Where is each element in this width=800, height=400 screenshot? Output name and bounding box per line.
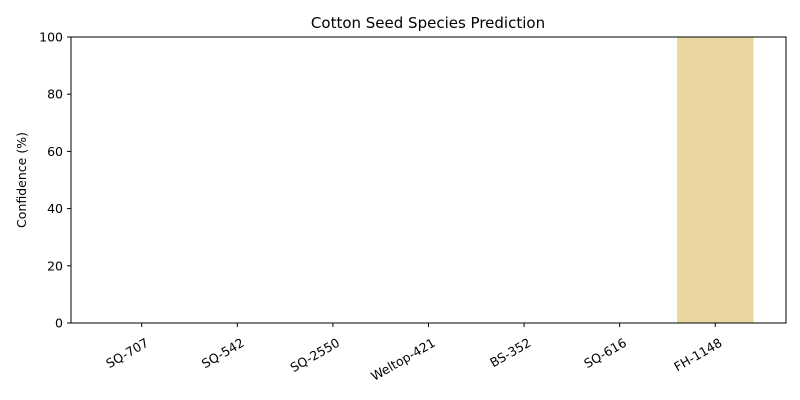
y-tick-label: 80 <box>47 87 63 102</box>
y-tick-label: 20 <box>47 258 63 273</box>
x-tick-label-fh-1148: FH-1148 <box>671 335 724 374</box>
x-tick-label-sq-616: SQ-616 <box>581 335 629 371</box>
x-tick-label-bs-352: BS-352 <box>487 335 533 370</box>
bars-layer <box>677 37 754 323</box>
y-tick-label: 40 <box>47 201 63 216</box>
x-tick-label-sq-2550: SQ-2550 <box>288 335 343 375</box>
y-tick-label: 60 <box>47 144 63 159</box>
y-axis-title: Confidence (%) <box>14 132 29 228</box>
y-axis: 0 20 40 60 80 100 <box>39 30 71 331</box>
x-tick-label-weltop-421: Weltop-421 <box>368 335 438 384</box>
x-axis: SQ-707 SQ-542 SQ-2550 Weltop-421 BS-352 SQ-61… <box>103 323 725 384</box>
chart-title: Cotton Seed Species Prediction <box>311 14 545 32</box>
x-tick-label-sq-707: SQ-707 <box>103 335 151 371</box>
y-tick-label: 100 <box>39 30 63 45</box>
plot-frame <box>70 36 787 324</box>
y-tick-label: 0 <box>55 316 63 331</box>
x-tick-label-sq-542: SQ-542 <box>199 335 247 371</box>
bar-fh-1148 <box>677 37 754 323</box>
